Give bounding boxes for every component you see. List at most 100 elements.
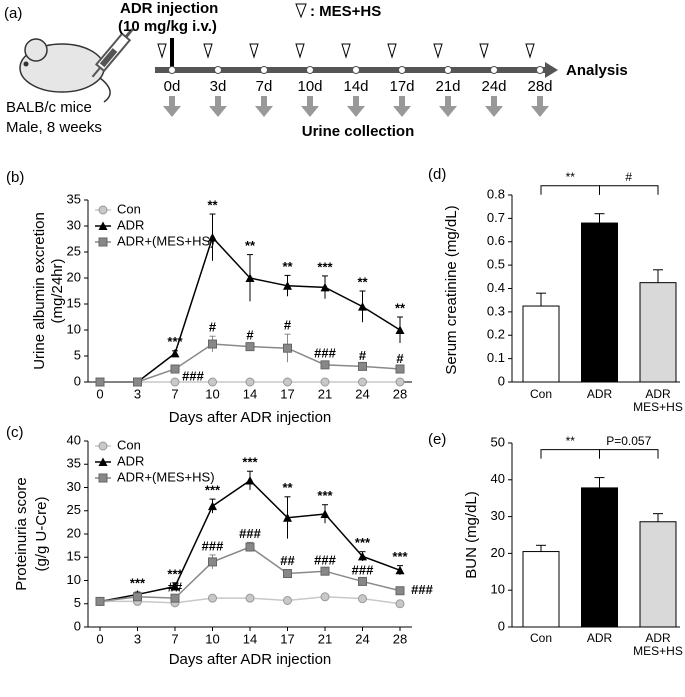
marker bbox=[133, 592, 142, 602]
collection-arrow-head bbox=[209, 106, 227, 117]
collection-arrow-stem bbox=[261, 96, 267, 106]
panel-label: (a) bbox=[4, 5, 22, 22]
day-label: 3d bbox=[210, 78, 227, 95]
marker bbox=[358, 551, 367, 561]
significance: *** bbox=[167, 566, 183, 581]
marker bbox=[283, 513, 292, 522]
collection-arrow-stem bbox=[491, 96, 497, 106]
x-tick-label: MES+HS bbox=[633, 644, 683, 658]
significance: # bbox=[209, 320, 217, 335]
treatment-marker bbox=[479, 43, 489, 59]
marker bbox=[320, 566, 330, 576]
collection-arrow-head bbox=[347, 106, 365, 117]
animal-label: BALB/c mice bbox=[6, 99, 92, 116]
significance: # bbox=[359, 348, 367, 363]
x-tick-label: 28 bbox=[393, 386, 407, 401]
animal-label: Male, 8 weeks bbox=[6, 119, 102, 136]
x-tick-label: ADR bbox=[645, 631, 671, 645]
marker bbox=[170, 364, 180, 374]
marker bbox=[208, 501, 217, 511]
treatment-icon bbox=[295, 3, 307, 19]
y-tick-label: 5 bbox=[74, 347, 81, 362]
panel-label: (b) bbox=[6, 169, 24, 186]
significance: ** bbox=[395, 300, 406, 315]
day-label: 14d bbox=[343, 78, 368, 95]
legend-label: ADR bbox=[117, 217, 144, 232]
day-dot bbox=[490, 66, 498, 74]
bar bbox=[639, 282, 677, 383]
y-tick-label: 20 bbox=[67, 525, 81, 540]
significance: *** bbox=[130, 576, 146, 591]
marker bbox=[208, 593, 217, 603]
day-label: 7d bbox=[256, 78, 273, 95]
x-tick-label: 0 bbox=[96, 631, 103, 646]
injection-marker bbox=[170, 38, 174, 68]
y-tick-label: 30 bbox=[67, 217, 81, 232]
x-tick-label: 14 bbox=[243, 386, 257, 401]
y-tick-label: 0.6 bbox=[487, 233, 505, 248]
treatment-marker bbox=[387, 43, 397, 59]
x-tick-label: Con bbox=[530, 387, 552, 401]
treatment-marker bbox=[341, 43, 351, 59]
significance: ### bbox=[239, 526, 261, 541]
collection-arrow-stem bbox=[399, 96, 405, 106]
y-tick-label: 20 bbox=[67, 269, 81, 284]
marker bbox=[283, 595, 292, 605]
marker bbox=[395, 325, 405, 334]
day-dot bbox=[214, 66, 222, 74]
significance: # bbox=[396, 351, 404, 366]
bracket bbox=[599, 185, 659, 195]
significance: *** bbox=[317, 259, 333, 274]
panel-label: (d) bbox=[428, 166, 446, 183]
y-tick-label: 35 bbox=[67, 456, 81, 471]
day-dot bbox=[306, 66, 314, 74]
y-axis-label: Serum creatinine (mg/dL) bbox=[443, 205, 460, 374]
marker bbox=[358, 594, 367, 604]
treatment-marker bbox=[295, 43, 305, 59]
marker bbox=[283, 343, 292, 353]
marker bbox=[283, 377, 292, 387]
marker bbox=[395, 586, 405, 596]
treatment-marker bbox=[525, 43, 535, 59]
collection-arrow-head bbox=[485, 106, 503, 117]
day-dot bbox=[536, 66, 544, 74]
marker bbox=[98, 457, 108, 466]
legend-label: Con bbox=[117, 201, 141, 216]
collection-arrow-stem bbox=[169, 96, 175, 106]
x-tick-label: MES+HS bbox=[633, 400, 683, 414]
significance: ### bbox=[182, 368, 204, 383]
x-tick-label: 24 bbox=[355, 386, 369, 401]
significance: ## bbox=[280, 553, 295, 568]
injection-label: (10 mg/kg i.v.) bbox=[118, 18, 217, 35]
x-tick-label: Con bbox=[530, 631, 552, 645]
marker bbox=[170, 377, 180, 387]
significance: ### bbox=[314, 346, 336, 361]
collection-label: Urine collection bbox=[302, 123, 415, 140]
marker bbox=[320, 282, 330, 292]
day-label: 28d bbox=[527, 78, 552, 95]
x-tick-label: 3 bbox=[134, 631, 141, 646]
collection-arrow-head bbox=[393, 106, 411, 117]
x-tick-label: 28 bbox=[393, 631, 407, 646]
bracket-label: P=0.057 bbox=[606, 434, 651, 448]
marker bbox=[320, 377, 330, 387]
collection-arrow-stem bbox=[353, 96, 359, 106]
y-tick-label: 15 bbox=[67, 295, 81, 310]
marker bbox=[358, 361, 367, 371]
bracket bbox=[540, 449, 600, 459]
marker bbox=[170, 582, 180, 591]
marker bbox=[395, 364, 405, 374]
marker bbox=[95, 377, 105, 387]
y-tick-label: 15 bbox=[67, 549, 81, 564]
marker bbox=[283, 281, 292, 290]
bar bbox=[522, 551, 560, 628]
y-tick-label: 25 bbox=[67, 502, 81, 517]
x-tick-label: 0 bbox=[96, 386, 103, 401]
y-tick-label: 0.8 bbox=[487, 186, 505, 201]
x-tick-label: 21 bbox=[318, 631, 332, 646]
marker bbox=[98, 205, 108, 215]
significance: ### bbox=[411, 582, 433, 597]
day-label: 10d bbox=[297, 78, 322, 95]
x-tick-label: 10 bbox=[205, 386, 219, 401]
